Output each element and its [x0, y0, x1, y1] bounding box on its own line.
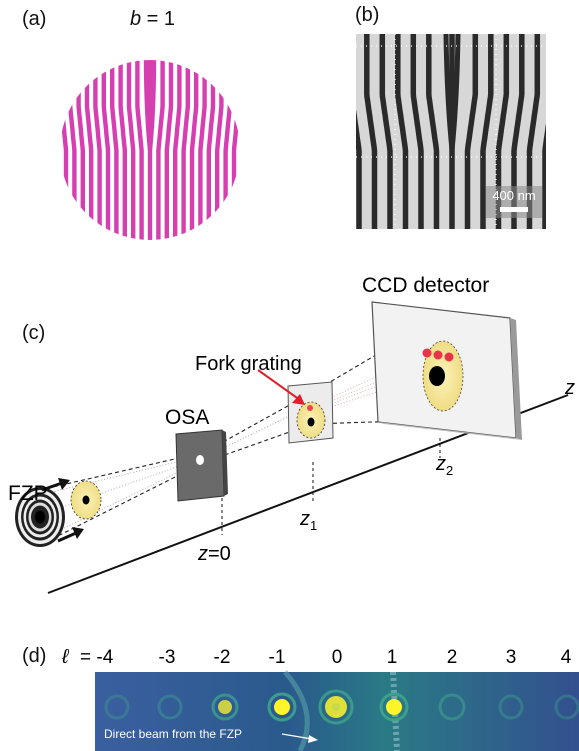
ell-symbol: ℓ: [61, 646, 70, 668]
spot-ring: [554, 694, 579, 720]
sem-stripe: [426, 34, 440, 229]
sem-stripe: [379, 34, 393, 229]
z0-var: z: [197, 543, 208, 565]
osa-label: OSA: [165, 406, 209, 429]
grating-stripe: [37, 55, 41, 244]
grating-stripe: [198, 60, 207, 240]
sem-stripe: [364, 34, 378, 229]
spot-ring: [157, 694, 183, 720]
grating-fork: [147, 60, 157, 151]
sem-stripe: [395, 34, 409, 229]
scale-bar-label: 400 nm: [492, 188, 535, 203]
grating-stripe: [259, 55, 263, 244]
grating-stripe: [53, 55, 57, 244]
z0-label: z=0: [197, 543, 231, 565]
sem-stripe: [464, 34, 479, 229]
grating-stripe: [135, 60, 144, 240]
grating-stripe: [126, 60, 136, 240]
grating-stripe: [156, 60, 165, 240]
fork-grating-label: Fork grating: [195, 353, 302, 375]
fzp-lens: [15, 487, 65, 547]
grating-stripe: [173, 60, 182, 240]
grating-stripe: [101, 60, 111, 240]
spot-center: [332, 703, 340, 711]
grating-stripe: [45, 55, 49, 244]
grating-stripe: [251, 55, 255, 244]
grating-stripe: [110, 60, 119, 240]
sem-stripe: [356, 109, 362, 229]
ell-label: 0: [332, 647, 343, 668]
spot-ring: [379, 692, 409, 722]
ell-label: -1: [269, 647, 286, 668]
spot-ring: [498, 694, 524, 720]
spot-ring: [438, 693, 466, 721]
b-variable: b: [130, 8, 142, 30]
sem-stripe: [561, 34, 569, 229]
z1-label: z1: [299, 508, 317, 533]
z1-var: z: [299, 508, 310, 530]
sem-stripe: [410, 34, 424, 229]
ccd-detector: [371, 301, 522, 440]
grating-stripe: [164, 60, 174, 240]
fork-grating-disc: [37, 55, 263, 244]
panel-d-label: (d): [22, 645, 47, 667]
sem-image: [336, 34, 569, 229]
z-axis-label: z: [564, 377, 575, 399]
scale-bar: [500, 207, 528, 212]
sem-stripes: [336, 34, 569, 229]
ell-label: 4: [561, 647, 572, 668]
spot-core: [386, 699, 402, 715]
spot-ring: [104, 694, 130, 720]
ell-label: 3: [506, 647, 517, 668]
panel-b-label: (b): [355, 4, 380, 26]
ell-labels: = -4 -3 -2 -1 0 1 2 3 4: [80, 647, 572, 668]
z0-value: =0: [208, 543, 231, 565]
grating-stripe: [206, 60, 216, 240]
optical-setup: [15, 301, 569, 594]
grating-stripe: [118, 60, 127, 240]
grating-stripe: [93, 60, 102, 240]
sem-stripe: [542, 123, 546, 229]
sem-fork: [449, 34, 461, 151]
grating-stripe: [84, 60, 94, 240]
direction-arrows: [41, 478, 84, 543]
diffraction-strip: [95, 670, 579, 751]
spot-ring: [267, 692, 297, 722]
spot-ring: [318, 689, 354, 725]
fork-grating-plate: [287, 381, 334, 444]
ccd-red-spots: [422, 348, 454, 362]
ccd-label: CCD detector: [362, 274, 489, 297]
spot-core: [274, 699, 290, 715]
z2-var: z: [435, 453, 446, 475]
diffraction-spots: [104, 689, 579, 725]
grating-stripe: [189, 60, 199, 240]
sem-stripe: [480, 34, 494, 229]
grating-stripe: [181, 60, 190, 240]
direct-beam-annotation: Direct beam from the FZP: [104, 727, 242, 741]
panel-c-label: (c): [22, 322, 46, 344]
b-value: = 1: [141, 8, 176, 30]
panel-a-label: (a): [22, 8, 47, 30]
fzp-label: FZP: [8, 482, 48, 505]
spot-core: [218, 700, 232, 714]
ell-label: 2: [447, 647, 458, 668]
z2-label: z2: [435, 453, 453, 478]
ell-label: -3: [159, 647, 176, 668]
b-equation: b = 1: [130, 8, 175, 31]
sem-stripe: [336, 34, 344, 229]
annotation-arrow: [281, 733, 318, 743]
spot-ring: [211, 693, 239, 721]
ell-label: -2: [214, 647, 231, 668]
fork-grating-pointer: [257, 369, 305, 405]
ell-label: 1: [387, 647, 398, 668]
osa-aperture: [175, 429, 228, 502]
z1-sub: 1: [310, 518, 317, 533]
ell-label: = -4: [80, 647, 114, 668]
z2-sub: 2: [446, 463, 453, 478]
grating-stripe: [242, 55, 246, 244]
sem-grid: [356, 34, 546, 229]
